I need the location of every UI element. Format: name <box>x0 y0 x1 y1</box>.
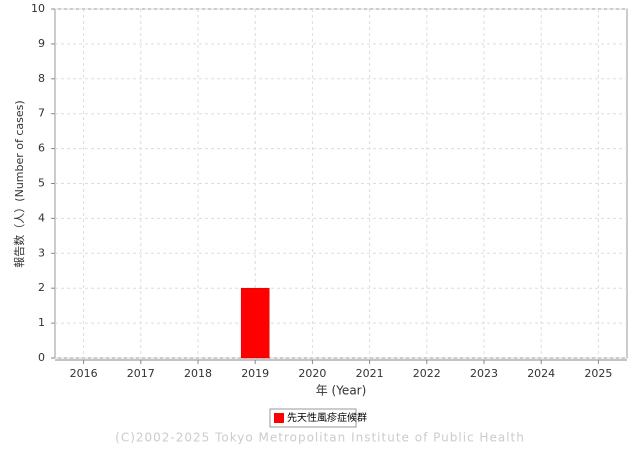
x-axis-label: 年 (Year) <box>316 384 367 398</box>
x-tick-label: 2016 <box>70 367 98 380</box>
x-tick-label: 2025 <box>584 367 612 380</box>
y-tick-label: 5 <box>38 177 45 190</box>
y-tick-label: 4 <box>38 211 45 224</box>
x-tick-label: 2021 <box>356 367 384 380</box>
x-tick-label: 2017 <box>127 367 155 380</box>
y-tick-label: 2 <box>38 281 45 294</box>
x-tick-label: 2022 <box>413 367 441 380</box>
y-tick-label: 9 <box>38 37 45 50</box>
credit: (C)2002-2025 Tokyo Metropolitan Institut… <box>115 431 525 445</box>
x-tick-label: 2018 <box>184 367 212 380</box>
legend-box <box>269 408 357 428</box>
y-tick-label: 10 <box>31 2 45 15</box>
x-tick-label: 2024 <box>527 367 555 380</box>
y-axis-label: 報告数（人）(Number of cases) <box>13 100 26 267</box>
bar <box>240 287 270 359</box>
y-tick-label: 1 <box>38 316 45 329</box>
y-tick-label: 0 <box>38 351 45 364</box>
y-tick-label: 6 <box>38 142 45 155</box>
x-tick-label: 2019 <box>241 367 269 380</box>
legend-label: 先天性風疹症候群 <box>287 411 367 424</box>
y-tick-label: 3 <box>38 246 45 259</box>
x-tick-label: 2020 <box>298 367 326 380</box>
x-tick-label: 2023 <box>470 367 498 380</box>
y-tick-label: 8 <box>38 72 45 85</box>
legend-swatch <box>274 413 284 423</box>
y-tick-label: 7 <box>38 107 45 120</box>
